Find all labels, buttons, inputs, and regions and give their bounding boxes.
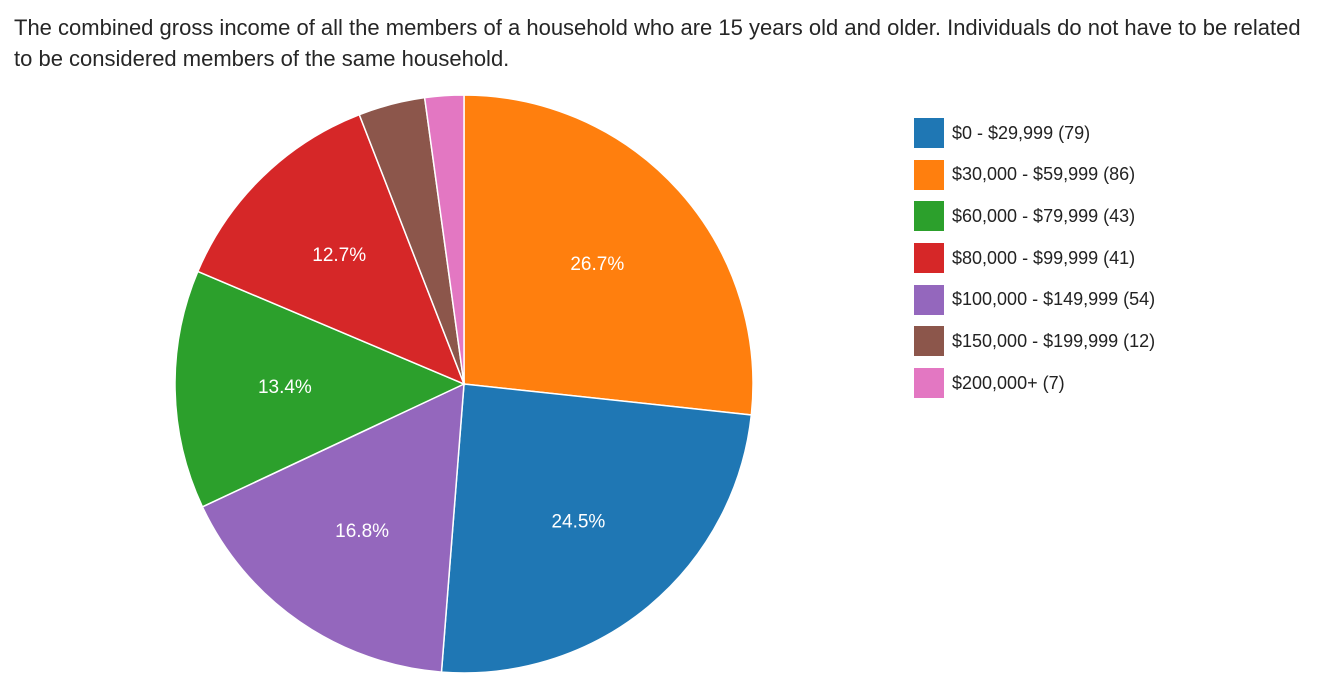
legend-swatch <box>914 326 944 357</box>
legend-item-0-29-999[interactable]: $0 - $29,999 (79) <box>914 118 1155 148</box>
legend-label: $0 - $29,999 (79) <box>952 122 1091 143</box>
slice-percent-label-60-000-79-999: 13.4% <box>258 377 312 398</box>
pie-chart: 26.7% 24.5% 16.8% 13.4% 12.7% <box>174 94 754 674</box>
pie-slice-60-000-79-999[interactable] <box>174 270 466 508</box>
legend-item-60-000-79-999[interactable]: $60,000 - $79,999 (43) <box>914 201 1155 232</box>
legend-label: $100,000 - $149,999 (54) <box>952 289 1156 310</box>
chart-legend: $0 - $29,999 (79) $30,000 - $59,999 (86) $… <box>914 118 1155 410</box>
legend-label: $30,000 - $59,999 (86) <box>952 164 1136 185</box>
legend-item-100-000-149-999[interactable]: $100,000 - $149,999 (54) <box>914 284 1156 315</box>
legend-swatch <box>914 201 944 232</box>
legend-swatch <box>914 118 944 148</box>
legend-label: $80,000 - $99,999 (41) <box>952 247 1136 268</box>
slice-percent-label-0-29-999: 24.5% <box>551 511 605 532</box>
pie-slice-100-000-149-999[interactable] <box>201 382 465 673</box>
slice-percent-label-30-000-59-999: 26.7% <box>570 254 624 275</box>
legend-swatch <box>914 368 944 399</box>
legend-label: $60,000 - $79,999 (43) <box>952 205 1136 226</box>
legend-swatch <box>914 159 944 190</box>
legend-item-30-000-59-999[interactable]: $30,000 - $59,999 (86) <box>914 159 1155 190</box>
legend-swatch <box>914 284 944 315</box>
question-description: The combined gross income of all the mem… <box>14 15 1301 71</box>
legend-swatch <box>914 243 944 274</box>
legend-label: $200,000+ (7) <box>952 372 1065 393</box>
slice-percent-label-80-000-99-999: 12.7% <box>312 245 366 266</box>
pie-slice-80-000-99-999[interactable] <box>196 113 466 386</box>
pie-slice-200-000[interactable] <box>423 94 465 385</box>
pie-slice-30-000-59-999[interactable] <box>463 94 754 416</box>
legend-item-80-000-99-999[interactable]: $80,000 - $99,999 (41) <box>914 243 1155 274</box>
legend-item-200-000[interactable]: $200,000+ (7) <box>914 368 1155 399</box>
pie-slice-0-29-999[interactable] <box>440 383 753 674</box>
legend-item-150-000-199-999[interactable]: $150,000 - $199,999 (12) <box>914 326 1156 357</box>
slice-percent-label-100-000-149-999: 16.8% <box>335 521 389 542</box>
legend-label: $150,000 - $199,999 (12) <box>952 330 1156 351</box>
